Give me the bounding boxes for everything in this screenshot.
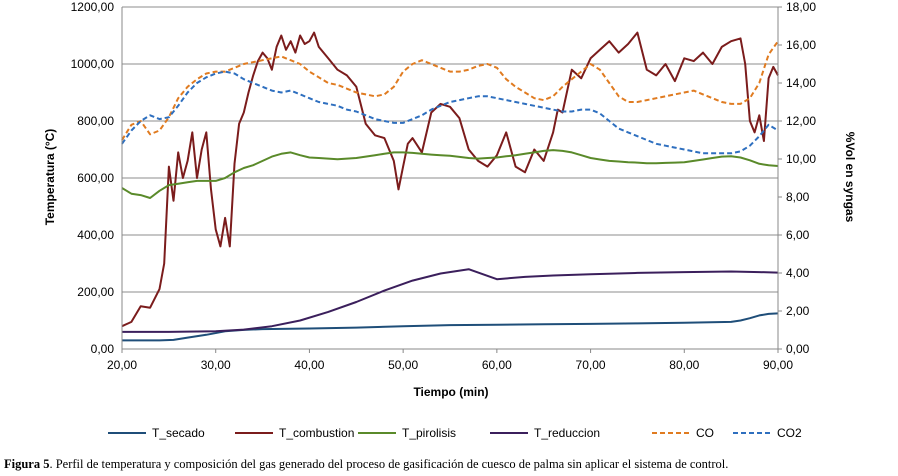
legend-label: T_reduccion — [534, 426, 600, 440]
y2-tick-label: 16,00 — [786, 38, 816, 52]
series-line-co2 — [121, 70, 779, 155]
x-tick-label: 60,00 — [482, 358, 512, 372]
figure-caption: Figura 5. Perfil de temperatura y compos… — [4, 457, 898, 472]
x-tick-label: 30,00 — [201, 358, 231, 372]
x-axis-title: Tiempo (min) — [413, 385, 488, 399]
y-tick-labels: 0,00 200,00 400,00 600,00 800,00 1000,00 1200,… — [71, 0, 115, 356]
chart: 0,00 200,00 400,00 600,00 800,00 1000,00 1200,… — [43, 0, 857, 440]
series-line-t-pirolisis — [121, 149, 779, 199]
x-tick-label: 40,00 — [294, 358, 324, 372]
legend: T_secado T_combustion T_pirolisis T_reducci… — [108, 426, 802, 440]
y2-tick-label: 12,00 — [786, 114, 816, 128]
y2-tick-label: 0,00 — [786, 342, 810, 356]
y2-axis-title: %Vol en syngas — [843, 132, 857, 223]
x-tick-label: 20,00 — [107, 358, 137, 372]
y2-tick-label: 6,00 — [786, 228, 810, 242]
y-tick-label: 1200,00 — [71, 0, 115, 14]
series-line-t-reduccion — [122, 268, 779, 333]
y-axis-title: Temperatura (°C) — [43, 129, 57, 226]
y2-tick-label: 14,00 — [786, 76, 816, 90]
x-tick-labels: 20,00 30,00 40,00 50,00 60,00 70,00 80,00 90,00 — [107, 358, 793, 372]
y-tick-label: 1000,00 — [71, 57, 115, 71]
y-tick-label: 800,00 — [77, 114, 114, 128]
x-tick-label: 70,00 — [576, 358, 606, 372]
y-tick-label: 200,00 — [77, 285, 114, 299]
legend-label: T_secado — [152, 426, 205, 440]
y2-tick-label: 4,00 — [786, 266, 810, 280]
y2-tick-label: 18,00 — [786, 0, 816, 14]
figure-caption-text: . Perfil de temperatura y composición de… — [49, 457, 729, 471]
axes — [121, 6, 782, 353]
x-tick-label: 80,00 — [669, 358, 699, 372]
series-lines — [121, 31, 779, 342]
y2-tick-label: 8,00 — [786, 190, 810, 204]
y2-tick-label: 10,00 — [786, 152, 816, 166]
y-tick-label: 600,00 — [77, 171, 114, 185]
y2-tick-label: 2,00 — [786, 304, 810, 318]
y-tick-label: 0,00 — [91, 342, 115, 356]
y2-tick-labels: 0,00 2,00 4,00 6,00 8,00 10,00 12,00 14,00 16,00… — [786, 0, 816, 356]
legend-label: T_combustion — [279, 426, 354, 440]
x-tick-label: 90,00 — [763, 358, 793, 372]
legend-label: CO — [696, 426, 714, 440]
series-line-co — [121, 40, 779, 141]
legend-label: CO2 — [777, 426, 802, 440]
legend-label: T_pirolisis — [402, 426, 456, 440]
series-line-t-combustion — [121, 31, 779, 328]
series-line-t-secado — [122, 312, 779, 342]
figure-caption-label: Figura 5 — [4, 457, 50, 471]
y-tick-label: 400,00 — [77, 228, 114, 242]
x-tick-label: 50,00 — [388, 358, 418, 372]
